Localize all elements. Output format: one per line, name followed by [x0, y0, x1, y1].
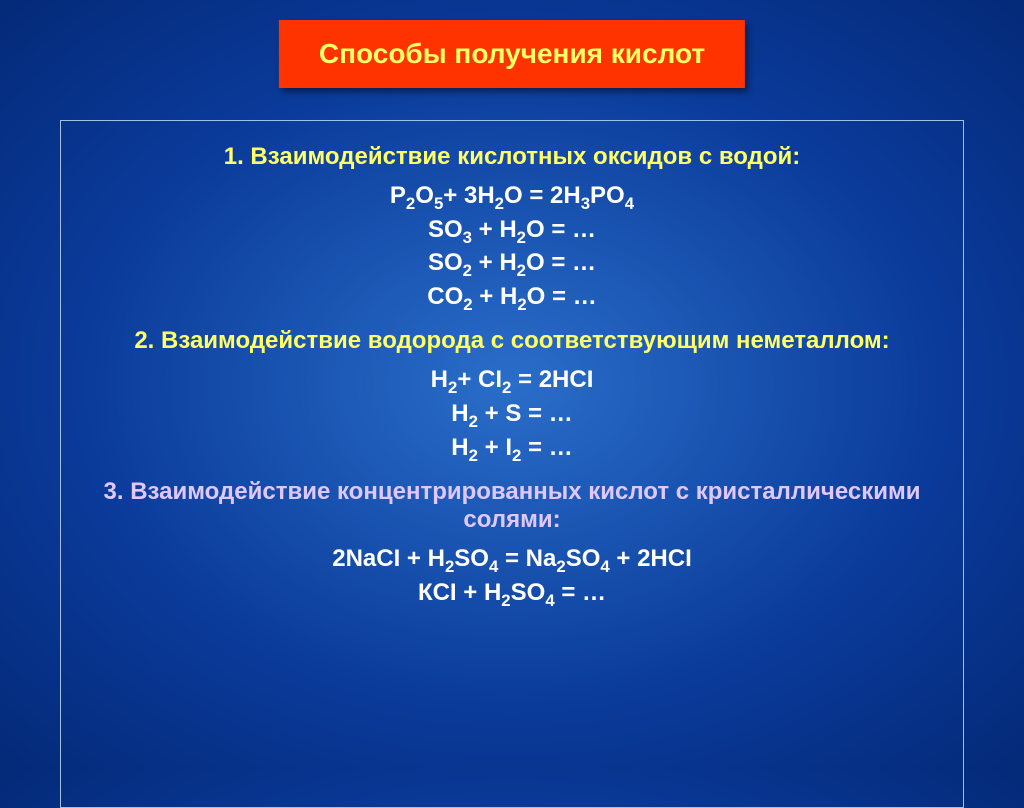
equation: 2NaCI + H2SO4 = Na2SO4 + 2HCI: [85, 542, 939, 576]
equation: P2O5+ 3H2O = 2H3PO4: [85, 179, 939, 213]
section-1-equations: P2O5+ 3H2O = 2H3PO4 SO3 + H2O = … SO2 + …: [85, 179, 939, 313]
equation: SO3 + H2O = …: [85, 213, 939, 247]
equation: CO2 + H2O = …: [85, 280, 939, 314]
equation: H2+ CI2 = 2HCI: [85, 363, 939, 397]
section-2-heading: 2. Взаимодействие водорода с соответству…: [85, 327, 939, 355]
equation: H2 + I2 = …: [85, 431, 939, 465]
equation: SO2 + H2O = …: [85, 246, 939, 280]
content-frame: 1. Взаимодействие кислотных оксидов с во…: [60, 120, 964, 808]
equation: КCI + H2SO4 = …: [85, 576, 939, 610]
equation: H2 + S = …: [85, 397, 939, 431]
slide-title: Способы получения кислот: [279, 20, 745, 88]
section-2-equations: H2+ CI2 = 2HCI H2 + S = … H2 + I2 = …: [85, 363, 939, 464]
section-1-heading: 1. Взаимодействие кислотных оксидов с во…: [85, 143, 939, 171]
section-3-equations: 2NaCI + H2SO4 = Na2SO4 + 2HCI КCI + H2SO…: [85, 542, 939, 609]
section-3-heading: 3. Взаимодействие концентрированных кисл…: [85, 478, 939, 534]
